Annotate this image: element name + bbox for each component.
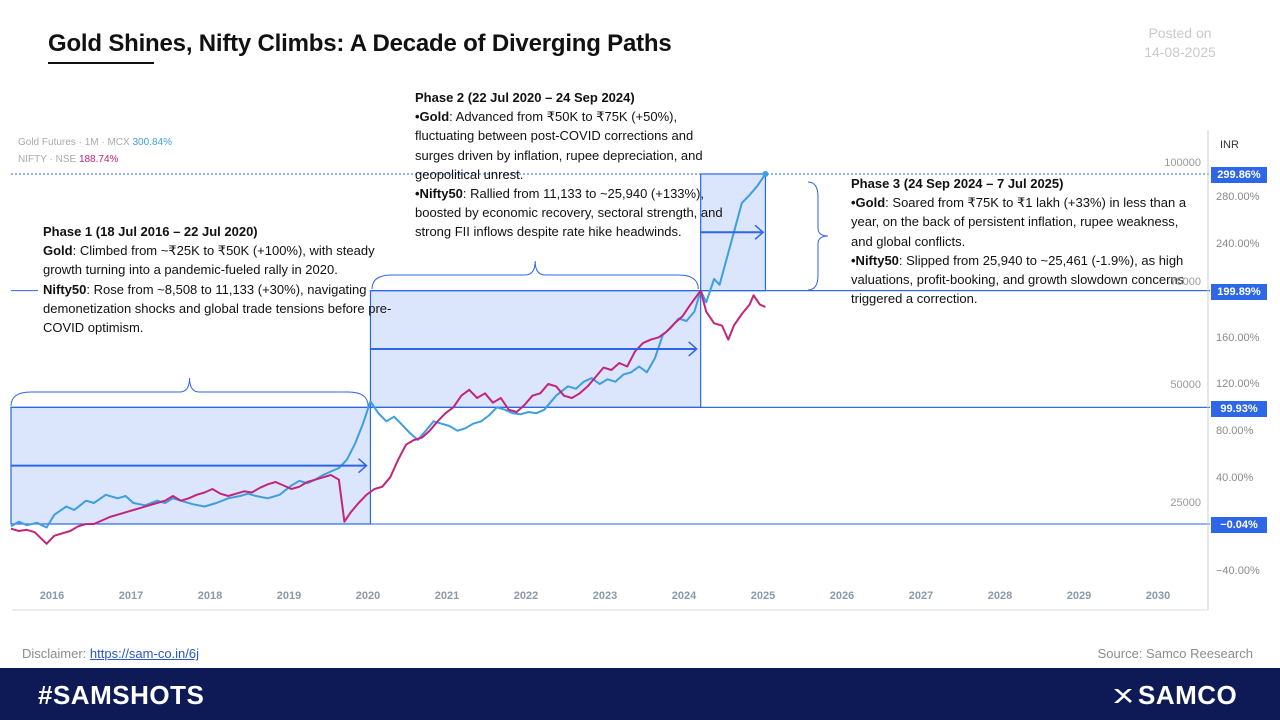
phase-2-annotation: Phase 2 (22 Jul 2020 – 24 Sep 2024) •Gol…: [415, 88, 733, 242]
phase-1-nifty-text: : Rose from ~8,508 to 11,133 (+30%), nav…: [43, 281, 392, 336]
x-tick-2022: 2022: [513, 590, 539, 602]
price-level-75000: 75000: [1170, 276, 1201, 288]
phase-arrowhead-2: [688, 341, 698, 357]
x-tick-2016: 2016: [39, 590, 65, 602]
x-tick-2025: 2025: [750, 590, 776, 602]
pct-tag-zero: −0.04%: [1211, 517, 1267, 533]
source-note: Source: Samco Reesearch: [1097, 646, 1253, 661]
posted-info: Posted on 14-08-2025: [1130, 24, 1230, 62]
price-level-25000: 25000: [1170, 497, 1201, 509]
legend-gold-value: 300.84%: [132, 137, 172, 148]
x-tick-2023: 2023: [592, 590, 618, 602]
currency-label: INR: [1220, 139, 1239, 151]
pct-tick-40: 40.00%: [1216, 472, 1254, 484]
chart-canvas: [10, 130, 1210, 611]
phase-3-nifty: •Nifty50: Slipped from 25,940 to ~25,461…: [851, 251, 1187, 309]
annotations: [10, 181, 829, 474]
pct-tag-199: 199.89%: [1211, 284, 1267, 300]
phase-2-nifty-label: •Nifty50: [415, 186, 463, 202]
phase-2-brace: [371, 260, 699, 290]
x-tick-2017: 2017: [118, 590, 144, 602]
phase-3-title: Phase 3 (24 Sep 2024 – 7 Jul 2025): [851, 176, 1064, 191]
disclaimer-label: Disclaimer:: [22, 646, 90, 661]
posted-date: 14-08-2025: [1144, 44, 1216, 60]
x-tick-2021: 2021: [434, 590, 460, 602]
price-level-50000: 50000: [1170, 379, 1201, 391]
pct-tick-240: 240.00%: [1216, 238, 1260, 250]
chart-title: Gold Shines, Nifty Climbs: A Decade of D…: [48, 30, 672, 57]
pct-tick-160: 160.00%: [1216, 332, 1260, 344]
legend-nifty-label: NIFTY · NSE: [18, 154, 77, 165]
phase-2-nifty-text: : Rallied from 11,133 to ~25,940 (+133%)…: [415, 186, 723, 240]
phase-2-nifty: •Nifty50: Rallied from 11,133 to ~25,940…: [415, 184, 733, 242]
phase-2-gold: •Gold: Advanced from ₹50K to ₹75K (+50%)…: [415, 107, 733, 184]
gold-line: [10, 173, 767, 529]
phase-1-annotation: Phase 1 (18 Jul 2016 – 22 Jul 2020) Gold…: [43, 222, 395, 337]
phase-1-nifty-label: Nifty50: [43, 281, 87, 297]
phase-1-gold-text: : Climbed from ~₹25K to ₹50K (+100%), wi…: [43, 243, 375, 278]
phase-1-title: Phase 1 (18 Jul 2016 – 22 Jul 2020): [43, 224, 258, 239]
phase-3-brace: [807, 181, 829, 291]
pct-tick-minus-40: −40.00%: [1216, 565, 1260, 577]
footer-bar: [0, 668, 1280, 720]
x-tick-2030: 2030: [1145, 590, 1171, 602]
x-tick-2024: 2024: [671, 590, 697, 602]
phase-1-nifty: Nifty50: Rose from ~8,508 to 11,133 (+30…: [43, 280, 395, 338]
x-tick-2027: 2027: [908, 590, 934, 602]
phase-3-gold: •Gold: Soared from ₹75K to ₹1 lakh (+33%…: [851, 193, 1187, 251]
gold-last-point: [762, 170, 769, 177]
samco-logo-icon: [1114, 688, 1132, 703]
disclaimer: Disclaimer: https://sam-co.in/6j: [22, 646, 199, 661]
phase-1-gold-label: Gold: [43, 243, 73, 259]
legend-nifty-value: 188.74%: [78, 154, 119, 165]
phase-2-gold-label: •Gold: [415, 109, 450, 125]
price-level-100000: 100000: [1164, 157, 1201, 169]
phase-3-annotation: Phase 3 (24 Sep 2024 – 7 Jul 2025) •Gold…: [851, 174, 1187, 308]
legend-nifty: NIFTY · NSE 188.74%: [18, 154, 118, 165]
phase-2-gold-text: : Advanced from ₹50K to ₹75K (+50%), flu…: [415, 109, 703, 182]
x-tick-2018: 2018: [197, 590, 223, 602]
pct-tag-99: 99.93%: [1211, 401, 1267, 417]
brand-logo: SAMCO: [1110, 680, 1237, 711]
phase-3-nifty-text: : Slipped from 25,940 to ~25,461 (-1.9%)…: [851, 252, 1185, 307]
pct-tag-299: 299.86%: [1211, 167, 1267, 183]
pct-tick-120: 120.00%: [1216, 378, 1260, 390]
pct-tick-280: 280.00%: [1216, 191, 1260, 203]
x-tick-2028: 2028: [987, 590, 1013, 602]
phase-1-gold: Gold: Climbed from ~₹25K to ₹50K (+100%)…: [43, 241, 395, 279]
disclaimer-link[interactable]: https://sam-co.in/6j: [89, 646, 200, 661]
title-underline: [48, 62, 154, 64]
price-level-lines: [11, 173, 1210, 525]
brand-name: SAMCO: [1138, 680, 1238, 710]
nifty-line: [10, 289, 766, 545]
phase-3-gold-label: •Gold: [851, 195, 886, 211]
phase-arrowhead-3: [754, 224, 765, 240]
legend-gold-label: Gold Futures · 1M · MCX: [18, 137, 130, 148]
phase-2-title: Phase 2 (22 Jul 2020 – 24 Sep 2024): [415, 90, 635, 105]
pct-tick-80: 80.00%: [1216, 425, 1254, 437]
x-tick-2020: 2020: [355, 590, 381, 602]
phase-3-nifty-label: •Nifty50: [851, 252, 899, 268]
phase-3-gold-text: : Soared from ₹75K to ₹1 lakh (+33%) in …: [851, 195, 1187, 249]
phase-1-brace: [10, 377, 369, 407]
phase-arrowhead-1: [358, 458, 368, 474]
posted-label: Posted on: [1148, 25, 1212, 41]
x-tick-2026: 2026: [829, 590, 855, 602]
legend-gold: Gold Futures · 1M · MCX 300.84%: [18, 137, 172, 148]
x-tick-2029: 2029: [1066, 590, 1092, 602]
footer-hashtag: #SAMSHOTS: [38, 680, 205, 710]
x-tick-2019: 2019: [276, 590, 302, 602]
series-lines: [10, 170, 769, 545]
